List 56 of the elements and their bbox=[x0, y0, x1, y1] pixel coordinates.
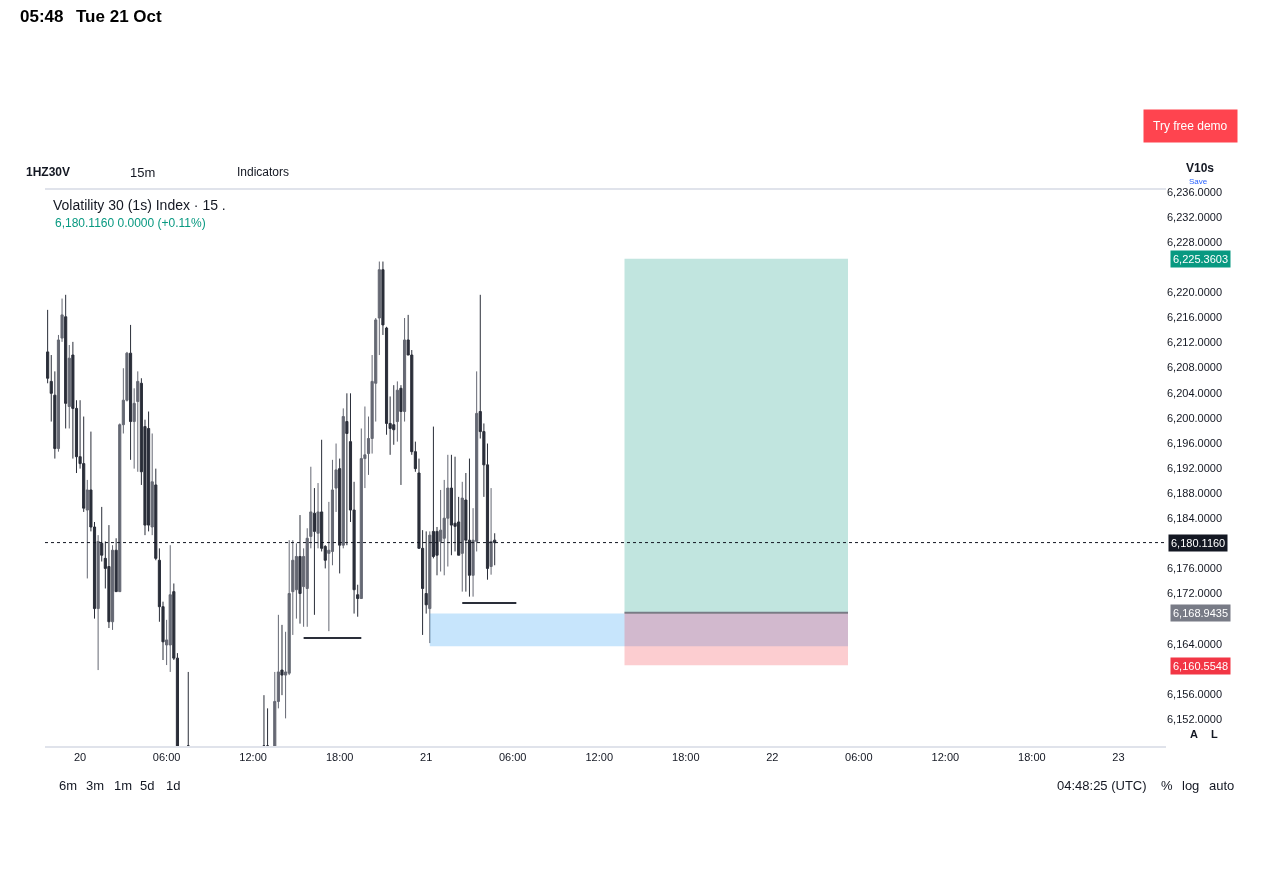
text: Try free demo bbox=[1153, 119, 1228, 133]
y-tick-label: 6,236.0000 bbox=[1167, 185, 1223, 198]
x-tick-label: 06:00 bbox=[152, 751, 181, 764]
text: A bbox=[1190, 728, 1198, 740]
y-tick-label: 6,176.0000 bbox=[1167, 562, 1223, 575]
y-tick-label: 6,204.0000 bbox=[1167, 386, 1223, 399]
x-tick-label: 18:00 bbox=[672, 751, 700, 764]
text: 1m bbox=[114, 778, 133, 793]
x-tick-label: 06:00 bbox=[845, 751, 873, 764]
text: L bbox=[1211, 728, 1218, 740]
y-tick-label: 6,196.0000 bbox=[1167, 436, 1223, 449]
x-tick-label: 18:00 bbox=[1018, 751, 1046, 764]
y-tick-label: 6,172.0000 bbox=[1167, 587, 1223, 600]
x-tick-label: 20 bbox=[73, 751, 87, 764]
y-tick-label: 6,228.0000 bbox=[1167, 235, 1223, 248]
text: % bbox=[1161, 778, 1173, 793]
y-tick-label: 6,192.0000 bbox=[1167, 461, 1223, 474]
text: Tue 21 Oct bbox=[76, 7, 162, 26]
y-tick-label: 6,152.0000 bbox=[1167, 712, 1223, 725]
x-tick-label: 12:00 bbox=[585, 751, 614, 764]
y-tick-label: 6,184.0000 bbox=[1167, 512, 1223, 525]
text: 05:48 bbox=[20, 7, 64, 26]
x-tick-label: 21 bbox=[420, 751, 433, 764]
y-tick-label: 6,164.0000 bbox=[1167, 637, 1223, 650]
text: Volatility 30 (1s) Index · 15 . bbox=[53, 196, 226, 213]
text: auto bbox=[1209, 778, 1235, 793]
text: 5d bbox=[140, 778, 155, 793]
text: 6,160.5548 bbox=[1173, 660, 1229, 672]
x-tick-label: 23 bbox=[1112, 751, 1125, 764]
y-tick-label: 6,212.0000 bbox=[1167, 336, 1223, 349]
text: V10s bbox=[1186, 161, 1215, 175]
x-tick-label: 18:00 bbox=[325, 751, 354, 764]
text: 6,168.9435 bbox=[1173, 607, 1229, 619]
y-tick-label: 6,200.0000 bbox=[1167, 411, 1223, 424]
text: Save bbox=[1189, 177, 1208, 186]
text: 6,225.3603 bbox=[1173, 253, 1229, 265]
y-tick-label: 6,208.0000 bbox=[1167, 361, 1223, 374]
text: 6,180.1160 0.0000 (+0.11%) bbox=[55, 216, 206, 230]
text: 6m bbox=[59, 778, 78, 793]
y-tick-label: 6,188.0000 bbox=[1167, 486, 1223, 499]
text: 3m bbox=[86, 778, 105, 793]
ref-line-label: 6,180.1160 bbox=[1171, 537, 1226, 549]
y-tick-label: 6,156.0000 bbox=[1167, 687, 1223, 700]
text: 15m bbox=[130, 165, 156, 180]
text: 1HZ30V bbox=[26, 165, 71, 179]
x-tick-label: 22 bbox=[766, 751, 779, 764]
text: Indicators bbox=[237, 165, 290, 179]
x-tick-label: 12:00 bbox=[239, 751, 267, 764]
y-tick-label: 6,220.0000 bbox=[1167, 286, 1223, 299]
text: log bbox=[1182, 778, 1200, 793]
text: 1d bbox=[166, 778, 181, 793]
y-tick-label: 6,232.0000 bbox=[1167, 210, 1223, 223]
text: 04:48:25 (UTC) bbox=[1057, 778, 1147, 793]
x-tick-label: 06:00 bbox=[498, 751, 527, 764]
y-tick-label: 6,216.0000 bbox=[1167, 311, 1223, 324]
x-tick-label: 12:00 bbox=[931, 751, 960, 764]
